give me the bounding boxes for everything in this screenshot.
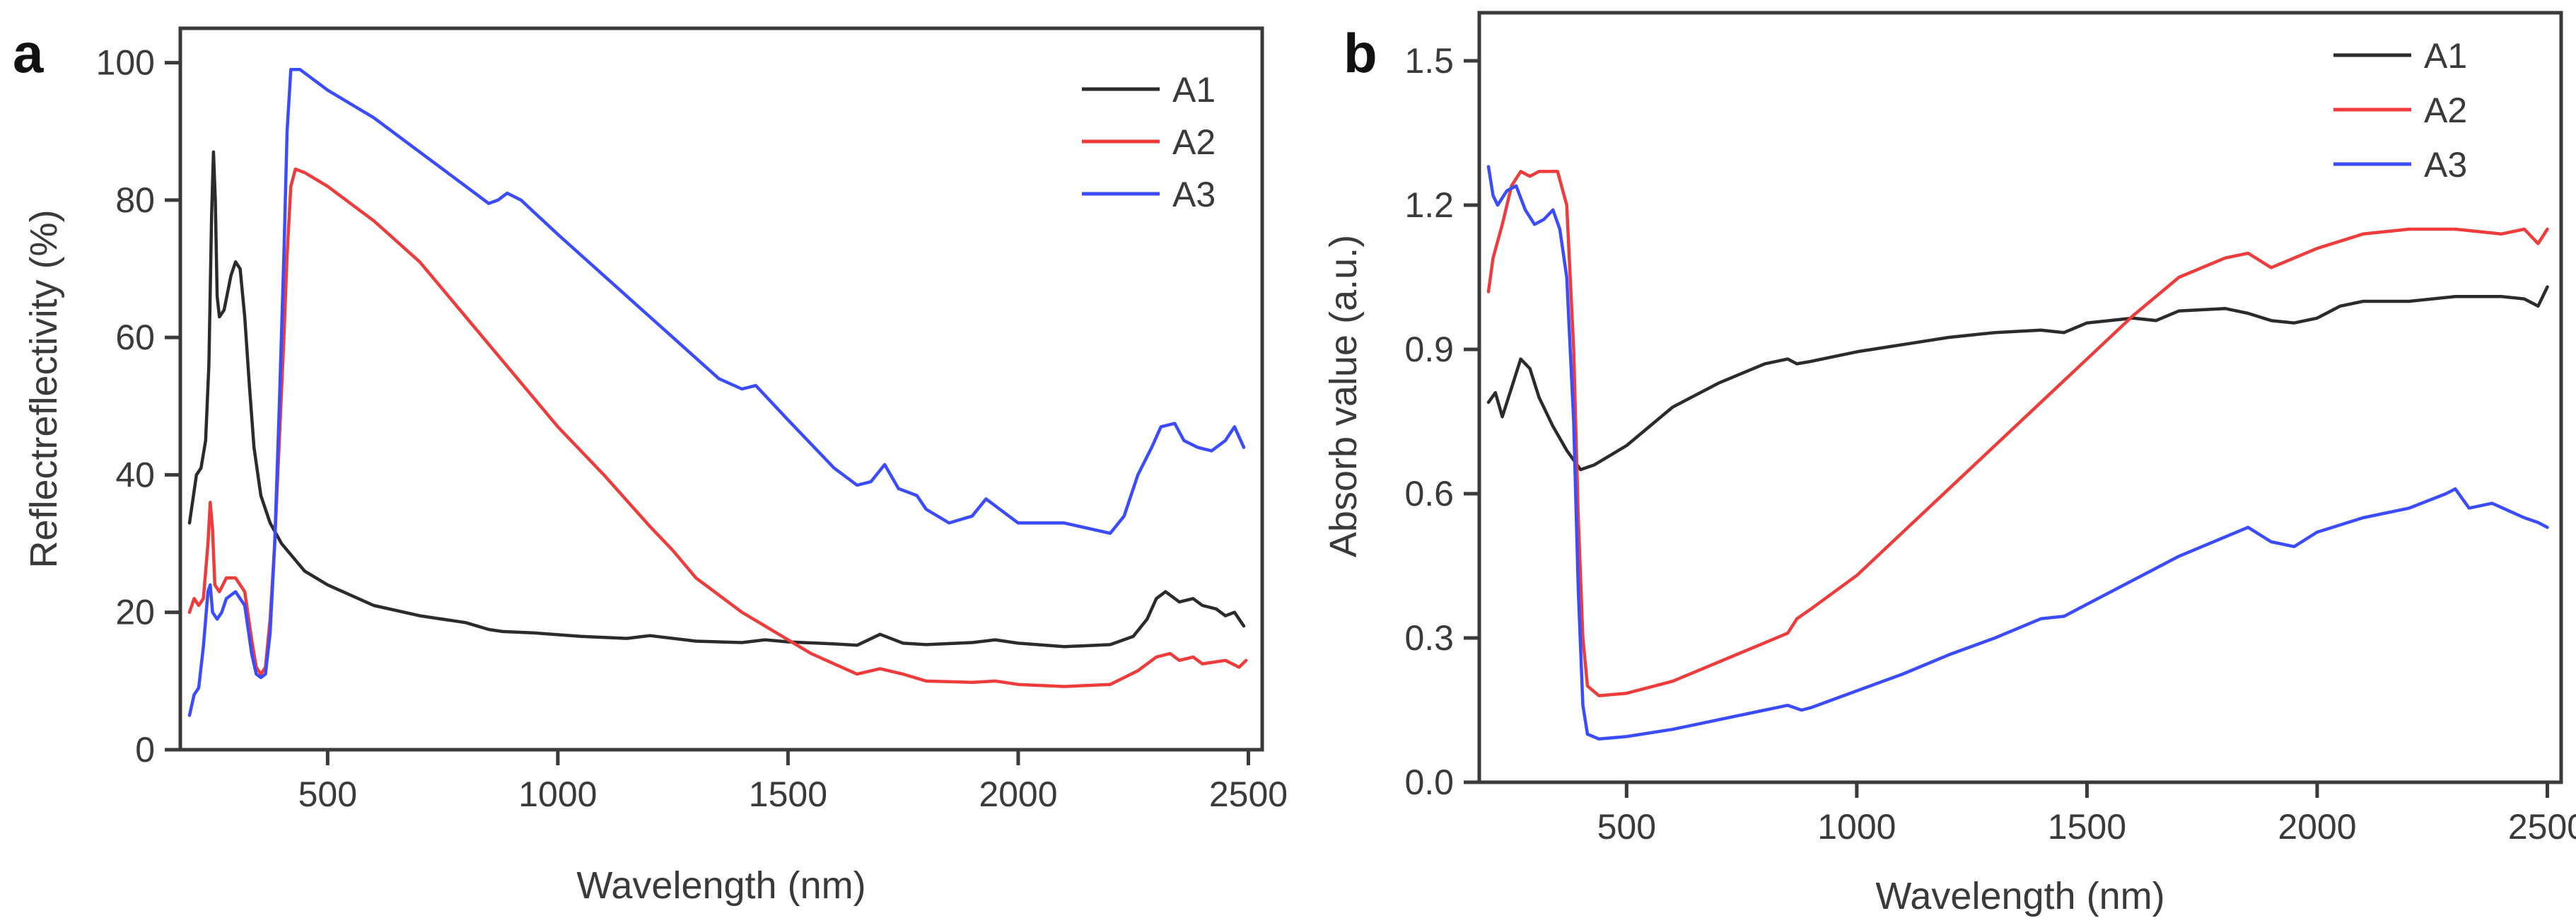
panel-a-series [187, 68, 1248, 717]
panel-a-plot-frame [178, 26, 1264, 752]
panel-b-xtick-label: 500 [1597, 807, 1656, 847]
series-line-a1 [1486, 285, 2549, 472]
panel-b-tick-labels: 0.0 0.3 0.6 0.9 1.2 1.5 500 1000 1500 20… [1404, 41, 2576, 847]
panel-b-legend: A1 A2 A3 [2333, 36, 2467, 185]
panel-a-ticks [165, 61, 1250, 765]
panel-a-xtick-label: 1500 [749, 774, 827, 814]
panel-a-ytick-label: 20 [115, 593, 155, 632]
panel-b-xtick-label: 2000 [2278, 807, 2356, 847]
chart-panel-a: a 0 20 40 60 80 100 500 1000 1500 2000 2… [13, 22, 1288, 907]
panel-a-xtick-label: 500 [298, 774, 357, 814]
panel-a-ytick-label: 0 [135, 730, 155, 770]
panel-b-plot-frame [1477, 11, 2563, 784]
series-line-a2 [1486, 170, 2549, 697]
panel-b-ytick-label: 1.2 [1404, 185, 1454, 225]
series-line-a3 [1486, 165, 2549, 741]
series-line-a1 [187, 150, 1246, 649]
panel-b-xtick-label: 1500 [2048, 807, 2126, 847]
legend-label: A2 [1172, 122, 1216, 162]
panel-a-ytick-label: 80 [115, 180, 155, 220]
panel-a-ytick-label: 100 [96, 43, 155, 83]
panel-b-letter: b [1344, 22, 1377, 84]
panel-a-ytick-label: 60 [115, 318, 155, 357]
panel-a-letter: a [13, 22, 44, 84]
panel-b-y-axis-title: Absorb value (a.u.) [1322, 235, 1365, 557]
panel-a-tick-labels: 0 20 40 60 80 100 500 1000 1500 2000 250… [96, 43, 1288, 814]
panel-a-xtick-label: 1000 [518, 774, 597, 814]
panel-a-x-axis-title: Wavelength (nm) [576, 864, 866, 907]
legend-label: A1 [2424, 36, 2467, 76]
chart-panel-b: b 0.0 0.3 0.6 0.9 1.2 1.5 500 1000 1500 … [1322, 11, 2576, 917]
panel-b-ticks [1464, 59, 2549, 798]
panel-b-ytick-label: 1.5 [1404, 41, 1454, 81]
panel-b-ytick-label: 0.9 [1404, 330, 1454, 369]
panel-b-xtick-label: 2500 [2508, 807, 2576, 847]
series-line-a2 [187, 167, 1248, 688]
panel-a-legend: A1 A2 A3 [1082, 70, 1216, 214]
panel-b-ytick-label: 0.3 [1404, 618, 1454, 658]
series-line-a3 [187, 68, 1246, 717]
panel-a-ytick-label: 40 [115, 455, 155, 494]
legend-label: A1 [1172, 70, 1216, 110]
panel-a-xtick-label: 2500 [1209, 774, 1288, 814]
panel-b-x-axis-title: Wavelength (nm) [1875, 875, 2164, 917]
legend-label: A3 [1172, 175, 1216, 214]
panel-a-y-axis-title: Reflectreflectivity (%) [23, 209, 65, 568]
panel-b-ytick-label: 0.0 [1404, 762, 1454, 802]
legend-label: A3 [2424, 145, 2467, 185]
panel-b-ytick-label: 0.6 [1404, 474, 1454, 513]
panel-b-series [1486, 165, 2549, 741]
legend-label: A2 [2424, 91, 2467, 130]
panel-b-xtick-label: 1000 [1817, 807, 1896, 847]
panel-a-xtick-label: 2000 [979, 774, 1057, 814]
